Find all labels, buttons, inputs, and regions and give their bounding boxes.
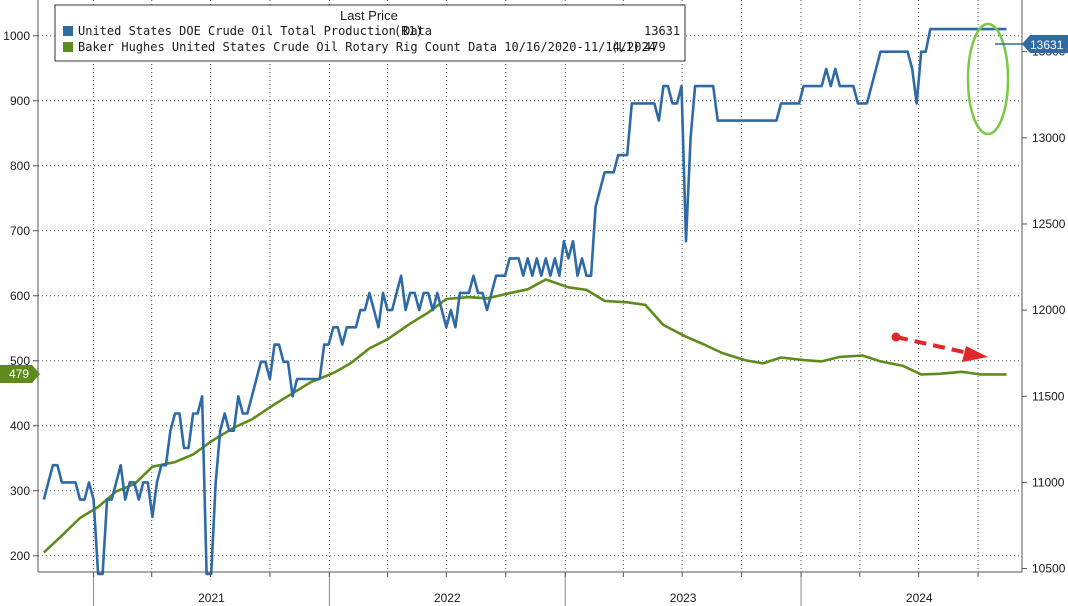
left-tick-label-2: 400 [10, 419, 30, 433]
left-axis-ticks: 200 300 400 500 600 700 800 900 1000 [3, 29, 38, 563]
series-line-rig-count [42, 278, 1007, 554]
right-tick-label-0: 10500 [1032, 562, 1066, 576]
left-tick-label-4: 600 [10, 289, 30, 303]
legend-label-rig-count: Baker Hughes United States Crude Oil Rot… [78, 40, 656, 54]
left-tick-label-3: 500 [10, 354, 30, 368]
right-tick-label-2: 11500 [1032, 389, 1065, 403]
right-tick-label-1: 11000 [1032, 475, 1065, 489]
left-tick-label-1: 300 [10, 484, 30, 498]
x-tick-label-3: 2024 [906, 591, 933, 605]
x-tick-label-1: 2022 [434, 591, 461, 605]
left-last-value-badge: 479 [0, 365, 40, 383]
right-tick-label-3: 12000 [1032, 303, 1066, 317]
left-last-value-text: 479 [9, 367, 29, 381]
right-axis-ticks: 10500110001150012000125001300013500 [1022, 45, 1066, 576]
legend-axis-production: (R1) [394, 24, 423, 38]
legend-swatch-rig-count [63, 42, 73, 52]
legend-last-production: 13631 [644, 24, 680, 38]
legend-axis-rig-count: (L1) [611, 40, 640, 54]
left-tick-label-8: 1000 [3, 29, 30, 43]
trend-arrow [891, 332, 988, 362]
legend-last-rig-count: 479 [644, 40, 666, 54]
highlight-ellipse [966, 22, 1010, 136]
series-line-production [42, 27, 1007, 576]
legend-title: Last Price [340, 8, 398, 23]
legend-swatch-production [63, 26, 73, 36]
legend-box [54, 4, 686, 62]
right-last-value-badge: 13631 [995, 35, 1068, 53]
x-axis-ticks: 2021 2022 2023 2024 [93, 572, 979, 606]
series-layer [42, 27, 1007, 576]
left-tick-label-5: 700 [10, 224, 30, 238]
right-last-value-text: 13631 [1030, 38, 1064, 52]
x-tick-label-0: 2021 [198, 591, 225, 605]
right-tick-label-5: 13000 [1032, 131, 1066, 145]
legend-label-production: United States DOE Crude Oil Total Produc… [78, 24, 432, 38]
left-tick-label-0: 200 [10, 549, 30, 563]
grid [38, 0, 1022, 572]
x-tick-label-2: 2023 [670, 591, 697, 605]
left-tick-label-6: 800 [10, 159, 30, 173]
right-tick-label-4: 12500 [1032, 217, 1066, 231]
left-tick-label-7: 900 [10, 94, 30, 108]
legend: Last Price United States DOE Crude Oil T… [54, 4, 686, 62]
